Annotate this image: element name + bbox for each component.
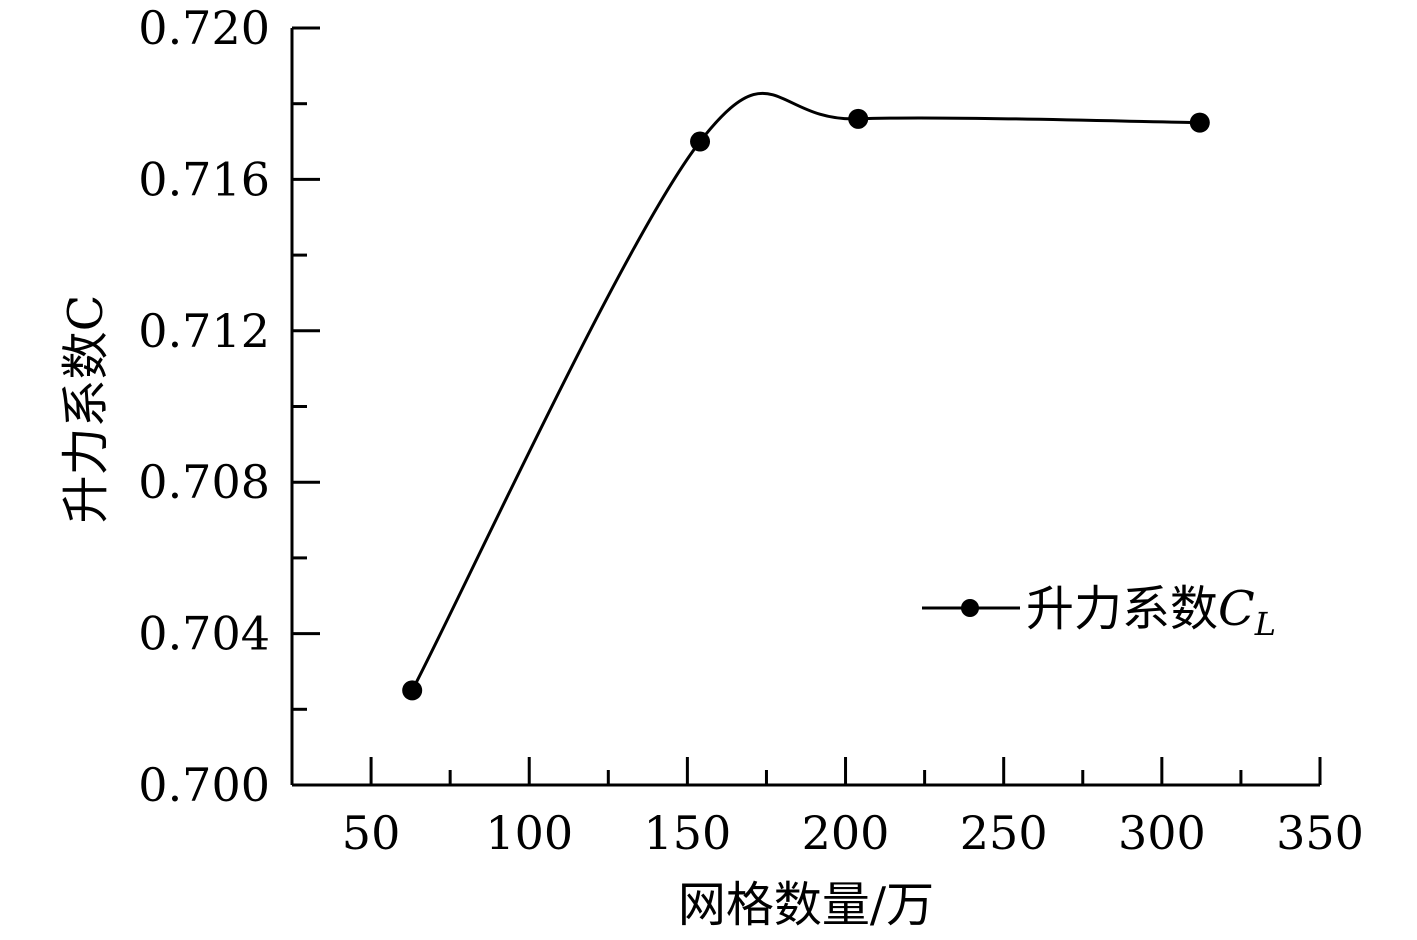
x-tick-label: 250 bbox=[960, 806, 1048, 860]
series bbox=[402, 91, 1210, 701]
legend-label-var: C bbox=[1218, 581, 1255, 637]
x-tick-label: 350 bbox=[1276, 806, 1364, 860]
x-tick-label: 100 bbox=[485, 806, 573, 860]
legend-label-main: 升力系数 bbox=[1026, 581, 1218, 637]
y-tick-label: 0.704 bbox=[138, 607, 270, 661]
x-tick-label: 300 bbox=[1118, 806, 1206, 860]
y-tick-label: 0.700 bbox=[138, 758, 270, 812]
data-point bbox=[402, 680, 423, 701]
y-tick-label: 0.712 bbox=[138, 304, 270, 358]
y-tick-label: 0.720 bbox=[138, 1, 270, 55]
y-axis-title: 升力系数C bbox=[58, 295, 114, 524]
legend: 升力系数CL bbox=[922, 581, 1276, 643]
data-point bbox=[690, 131, 711, 152]
y-axis-title-text: 升力系数C bbox=[58, 295, 114, 524]
data-point bbox=[1189, 112, 1210, 133]
x-tick-label: 50 bbox=[342, 806, 401, 860]
y-tick-label: 0.708 bbox=[138, 455, 270, 509]
x-tick-label: 150 bbox=[643, 806, 731, 860]
tick-labels: 50 100 150 200 250 300 350 0.700 0.704 0.708 0.712… bbox=[138, 1, 1364, 860]
y-tick-label: 0.716 bbox=[138, 152, 270, 206]
ticks bbox=[292, 26, 1322, 787]
x-axis-title: 网格数量/万 bbox=[678, 877, 934, 933]
data-point bbox=[848, 108, 869, 129]
axes bbox=[290, 28, 1320, 787]
series-line-lift-coefficient bbox=[410, 91, 1200, 692]
legend-label: 升力系数CL bbox=[1026, 581, 1276, 643]
legend-label-sub: L bbox=[1254, 605, 1276, 643]
x-tick-label: 200 bbox=[802, 806, 890, 860]
legend-marker-swatch bbox=[961, 599, 979, 617]
